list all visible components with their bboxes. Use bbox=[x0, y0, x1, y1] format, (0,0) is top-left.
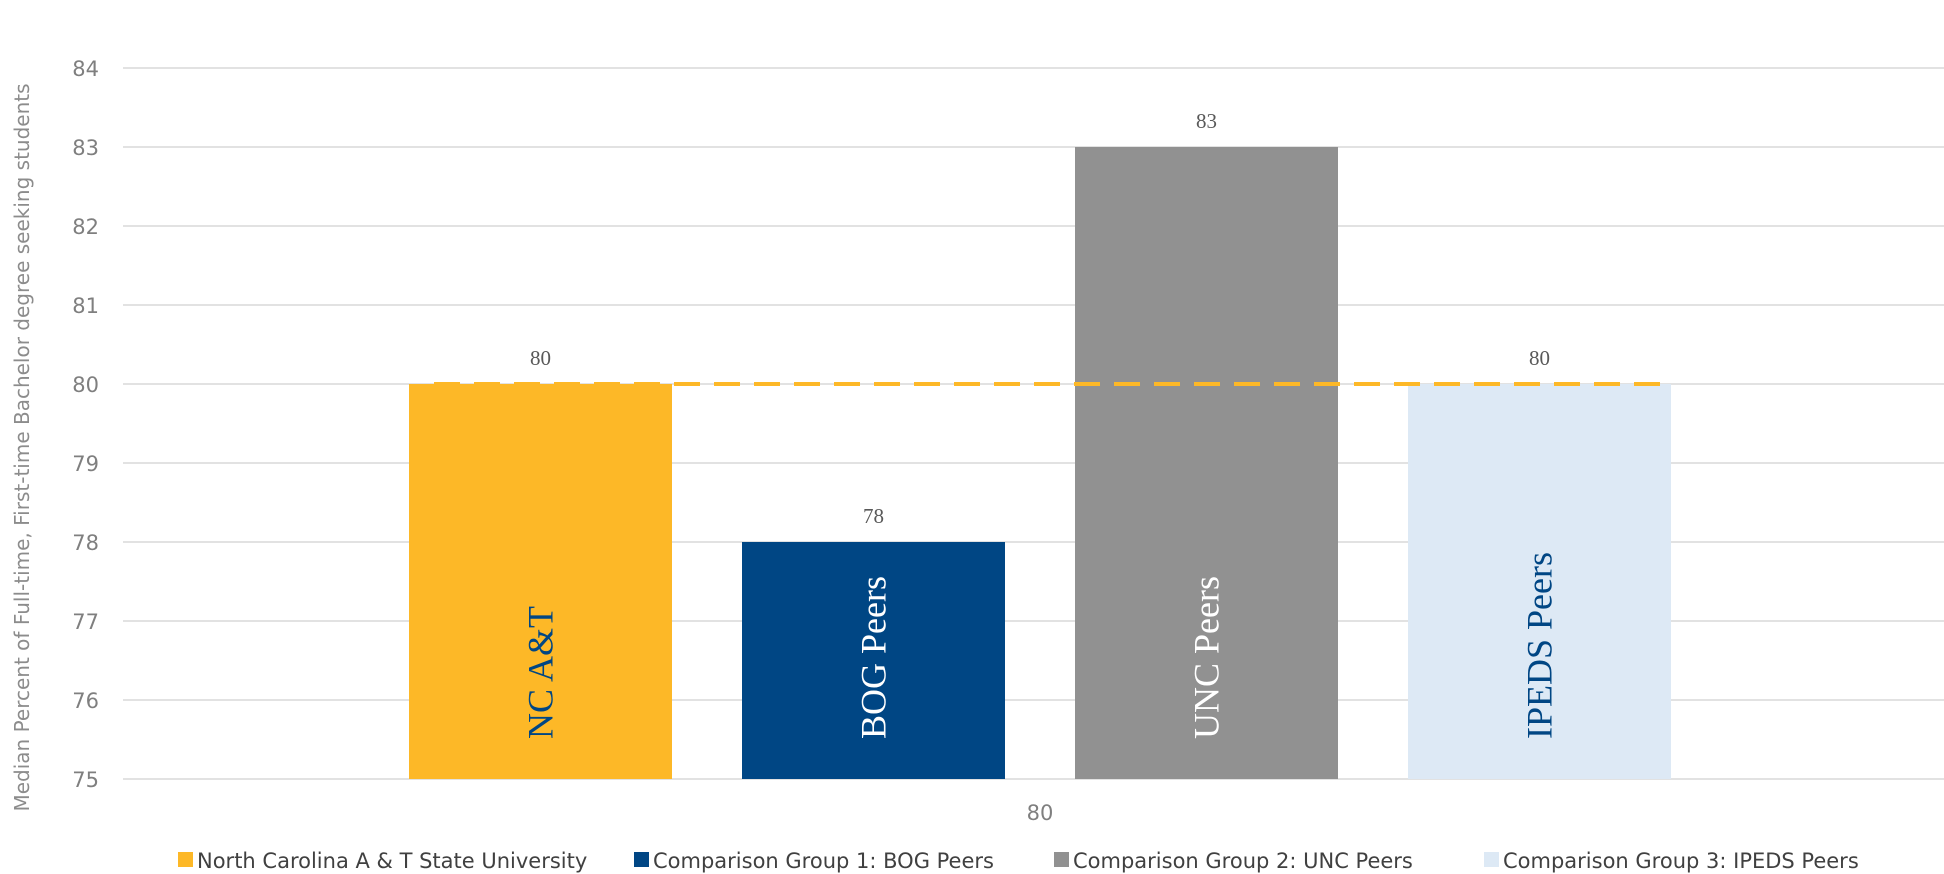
data-label: 83 bbox=[1196, 109, 1217, 133]
bar-inner-label: UNC Peers bbox=[1187, 576, 1227, 739]
data-label: 80 bbox=[530, 346, 551, 370]
data-label: 78 bbox=[863, 504, 884, 528]
y-tick-label: 83 bbox=[72, 136, 99, 160]
legend-item: North Carolina A & T State University bbox=[197, 849, 587, 873]
y-tick-label: 75 bbox=[72, 768, 99, 792]
legend-swatch bbox=[1054, 852, 1069, 867]
y-axis-ticks: 75 76 77 78 79 80 81 82 83 84 bbox=[72, 57, 99, 792]
y-tick-label: 82 bbox=[72, 215, 99, 239]
bar-inner-label: BOG Peers bbox=[854, 576, 894, 739]
y-tick-label: 78 bbox=[72, 531, 99, 555]
legend-swatch bbox=[1484, 852, 1499, 867]
bar-nc-a-t bbox=[409, 384, 672, 779]
y-tick-label: 76 bbox=[72, 689, 99, 713]
y-axis-title: Median Percent of Full-time, First-time … bbox=[10, 83, 34, 811]
bar-unc-peers bbox=[1075, 147, 1338, 779]
y-tick-label: 79 bbox=[72, 452, 99, 476]
x-axis-category-label: 80 bbox=[1027, 801, 1054, 825]
y-tick-label: 77 bbox=[72, 610, 99, 634]
y-tick-label: 84 bbox=[72, 57, 99, 81]
bar-ipeds-peers bbox=[1408, 384, 1671, 779]
legend-swatch bbox=[178, 852, 193, 867]
legend: North Carolina A & T State University Com… bbox=[178, 849, 1859, 873]
y-tick-label: 80 bbox=[72, 373, 99, 397]
data-labels: 80 78 83 80 bbox=[530, 109, 1550, 528]
legend-item: Comparison Group 3: IPEDS Peers bbox=[1503, 849, 1859, 873]
bar-bog-peers bbox=[742, 542, 1005, 779]
y-tick-label: 81 bbox=[72, 294, 99, 318]
bars: NC A&T BOG Peers UNC Peers IPEDS Peers bbox=[409, 147, 1671, 779]
legend-swatch bbox=[634, 852, 649, 867]
legend-item: Comparison Group 1: BOG Peers bbox=[653, 849, 994, 873]
data-label: 80 bbox=[1529, 346, 1550, 370]
bar-inner-label: IPEDS Peers bbox=[1520, 552, 1560, 739]
bar-inner-label: NC A&T bbox=[521, 606, 561, 739]
legend-item: Comparison Group 2: UNC Peers bbox=[1073, 849, 1413, 873]
